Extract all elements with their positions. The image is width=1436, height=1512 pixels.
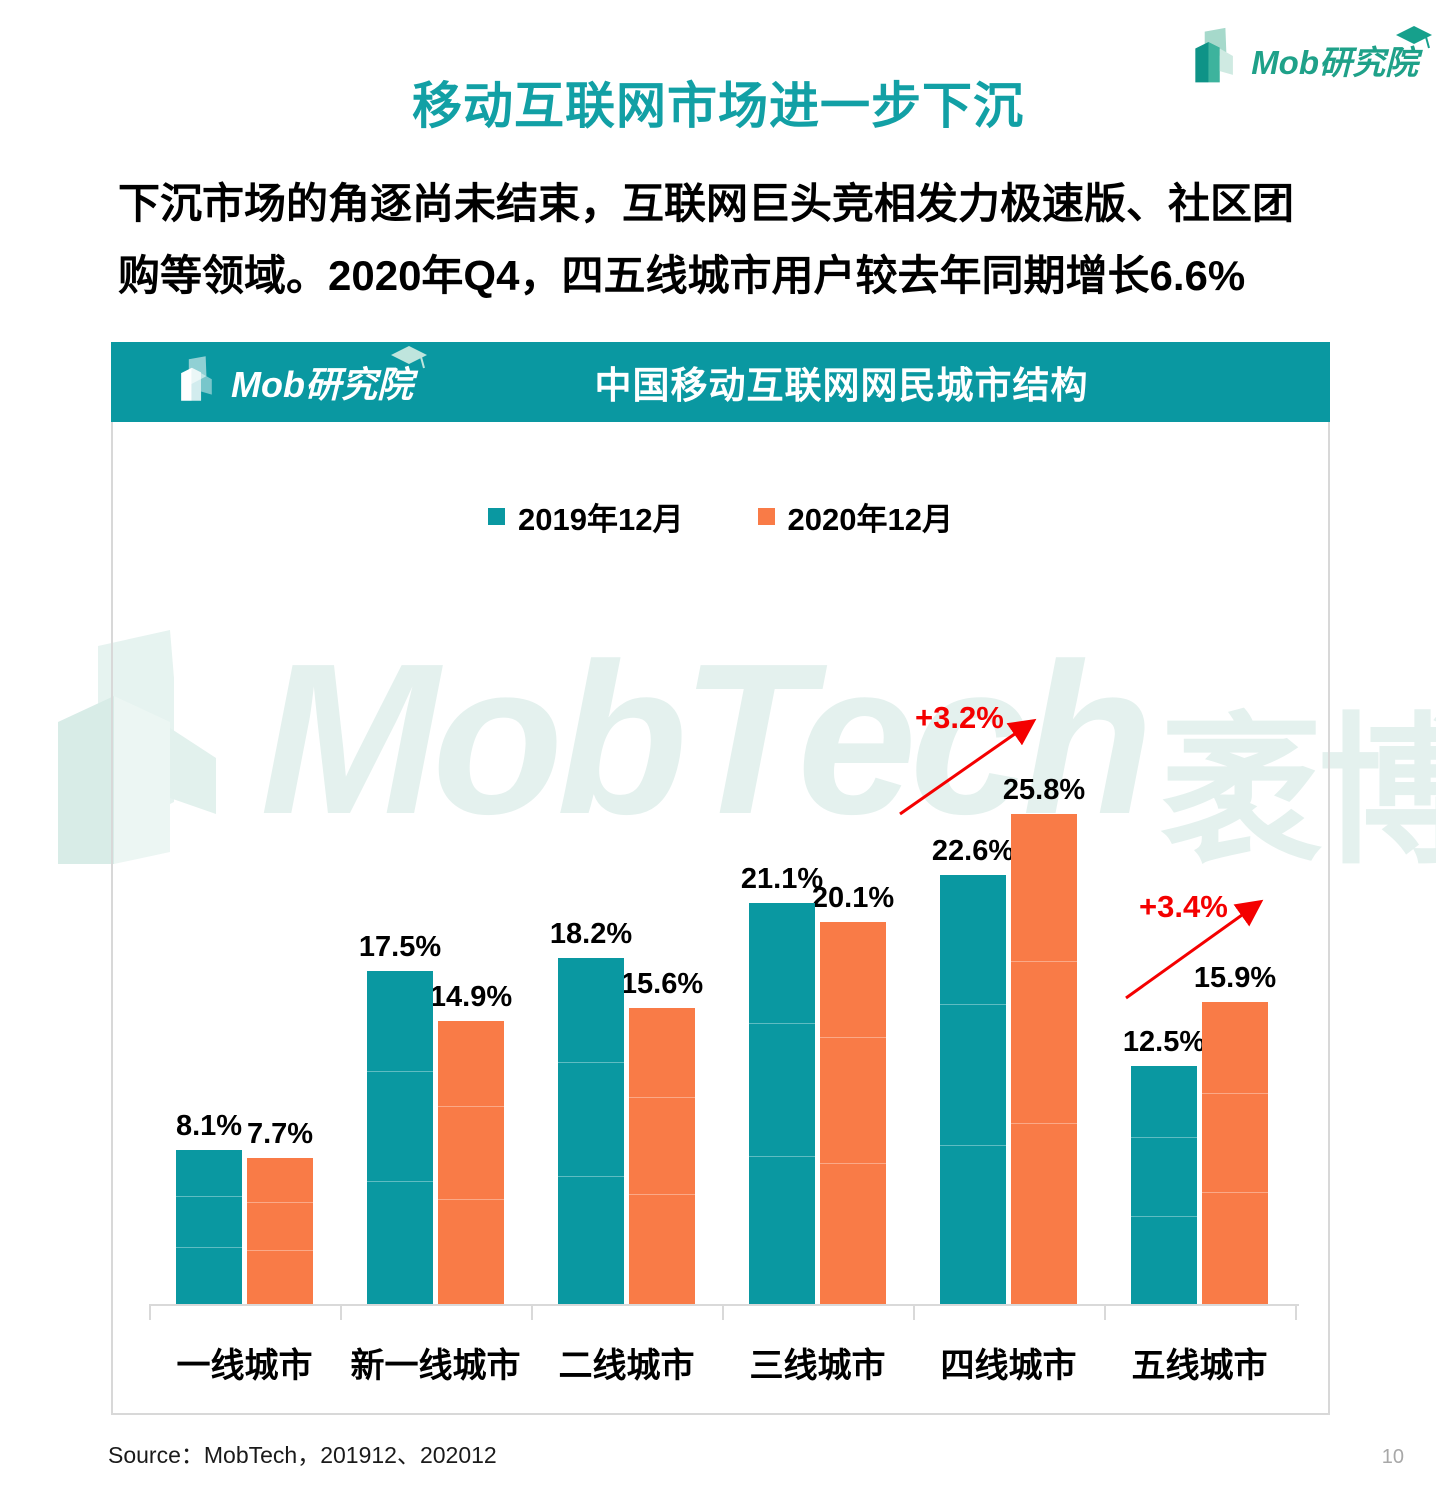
value-label: 21.1% (740, 863, 824, 895)
page-title: 移动互联网市场进一步下沉 (412, 78, 1024, 134)
chart-header-banner: Mob研究院 中国移动互联网网民城市结构 (111, 342, 1330, 422)
x-axis-label: 五线城市 (1131, 1347, 1268, 1385)
value-label: 7.7% (246, 1118, 314, 1150)
value-label: 15.9% (1193, 962, 1277, 994)
axis-tick (1295, 1306, 1297, 1320)
source-note: Source：MobTech，201912、202012 (108, 1442, 497, 1468)
bar-s1-c5 (1202, 1002, 1268, 1304)
value-label: 12.5% (1122, 1026, 1206, 1058)
x-axis-label: 二线城市 (558, 1347, 695, 1385)
bar-s0-c0 (176, 1150, 242, 1304)
bar-s0-c2 (558, 958, 624, 1304)
chart-card: Mob研究院 中国移动互联网网民城市结构 2019年12月 2020年12月 8… (111, 342, 1330, 1415)
bar-plot-area: 8.1% 7.7% 17.5% 14.9% 18.2% 15.6% 21.1% 20.1% 22… (149, 740, 1295, 1304)
axis-tick (913, 1306, 915, 1320)
bar-s0-c4 (940, 875, 1006, 1304)
x-axis-label: 四线城市 (940, 1347, 1077, 1385)
axis-tick (340, 1306, 342, 1320)
mob-logo-text: Mob研究院 (1251, 43, 1418, 81)
annotation-growth-tier4: +3.2% (915, 700, 1004, 735)
chart-header-logo: Mob研究院 (175, 346, 427, 411)
bar-s1-c4 (1011, 814, 1077, 1304)
bar-s0-c5 (1131, 1066, 1197, 1304)
axis-tick (149, 1306, 151, 1320)
value-label: 20.1% (811, 882, 895, 914)
page-number: 10 (1381, 1446, 1404, 1468)
x-axis-label: 新一线城市 (350, 1347, 521, 1385)
bar-s1-c2 (629, 1008, 695, 1304)
legend-label-2019: 2019年12月 (518, 502, 684, 537)
value-label: 22.6% (931, 835, 1015, 867)
value-label: 15.6% (620, 968, 704, 1000)
value-label: 14.9% (429, 981, 513, 1013)
bar-s0-c3 (749, 903, 815, 1304)
graduation-cap-icon (389, 344, 429, 375)
axis-tick (1104, 1306, 1106, 1320)
bar-group: 12.5% 15.9% (1104, 962, 1295, 1304)
legend-swatch-1 (757, 508, 775, 525)
chart-legend: 2019年12月 2020年12月 (113, 494, 1328, 539)
x-axis-label: 一线城市 (176, 1347, 313, 1385)
bar-s0-c1 (367, 971, 433, 1304)
legend-item-2019: 2019年12月 (488, 494, 684, 539)
intro-text: 下沉市场的角逐尚未结束，互联网巨头竞相发力极速版、社区团购等领域。2020年Q4… (118, 180, 1295, 300)
chart-header-logo-text: Mob研究院 (231, 364, 413, 405)
chart-title: 中国移动互联网网民城市结构 (594, 365, 1089, 406)
trend-arrow-icon (1125, 899, 1264, 1000)
bar-group: 8.1% 7.7% (149, 1110, 340, 1304)
bar-group: 17.5% 14.9% (340, 931, 531, 1304)
bar-s1-c0 (247, 1158, 313, 1304)
building-icon (1187, 26, 1245, 93)
trend-arrow-icon (899, 718, 1037, 816)
bar-group: 21.1% 20.1% (722, 863, 913, 1304)
building-icon (175, 354, 221, 411)
value-label: 17.5% (358, 931, 442, 963)
bar-s1-c1 (438, 1021, 504, 1304)
x-axis-label: 三线城市 (749, 1347, 886, 1385)
bar-group: 18.2% 15.6% (531, 918, 722, 1304)
x-axis-labels: 一线城市 新一线城市 二线城市 三线城市 四线城市 五线城市 (149, 1338, 1295, 1387)
bar-group: 22.6% 25.8% (913, 774, 1104, 1304)
x-axis-line (149, 1304, 1299, 1306)
axis-tick (722, 1306, 724, 1320)
legend-label-2020: 2020年12月 (787, 502, 953, 537)
annotation-growth-tier5: +3.4% (1139, 889, 1228, 924)
graduation-cap-icon (1394, 24, 1434, 55)
mob-logo: Mob研究院 (1187, 25, 1432, 93)
bar-s1-c3 (820, 922, 886, 1304)
legend-swatch-0 (488, 508, 506, 525)
value-label: 25.8% (1002, 774, 1086, 806)
legend-item-2020: 2020年12月 (757, 494, 953, 539)
axis-tick (531, 1306, 533, 1320)
value-label: 18.2% (549, 918, 633, 950)
value-label: 8.1% (175, 1110, 243, 1142)
